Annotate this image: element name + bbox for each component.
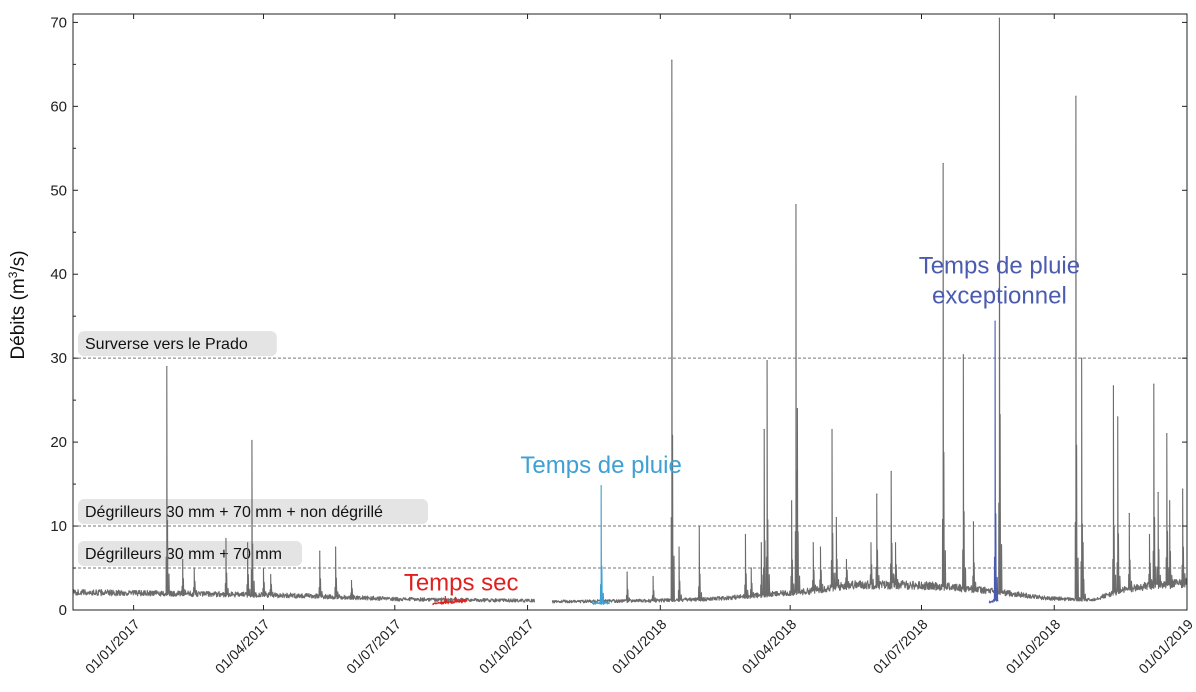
peak-point xyxy=(890,470,892,473)
peak-point xyxy=(1117,416,1119,418)
peak-point xyxy=(1153,383,1155,385)
peak-point xyxy=(760,542,762,544)
peak-point xyxy=(270,574,272,576)
annotation-label: Temps de pluie xyxy=(520,452,681,479)
peak-point xyxy=(876,493,878,495)
peak-point xyxy=(247,542,249,544)
peak-point xyxy=(870,542,872,544)
peak-point xyxy=(819,546,822,548)
threshold-label-box xyxy=(78,499,428,525)
peak-point xyxy=(942,162,944,165)
y-tick-label: 0 xyxy=(59,602,67,619)
peak-point xyxy=(994,320,996,322)
y-axis-label: Débits (m3/s) xyxy=(6,250,29,359)
peak-point xyxy=(791,500,793,502)
peak-point xyxy=(1112,385,1115,387)
x-tick-label: 01/01/2018 xyxy=(609,616,670,677)
x-tick-label: 01/07/2018 xyxy=(870,616,931,677)
series-line xyxy=(72,366,536,603)
threshold-label: Dégrilleurs 30 mm + 70 mm xyxy=(85,546,282,563)
series-line xyxy=(432,596,468,606)
annotations: Temps sec Temps de pluie Temps de pluie exc… xyxy=(404,253,1080,597)
y-tick-label: 20 xyxy=(50,434,67,451)
y-tick-label: 70 xyxy=(50,14,67,31)
peak-point xyxy=(225,538,227,540)
peak-point xyxy=(972,521,975,523)
plot-frame xyxy=(72,13,1188,611)
peak-point xyxy=(1148,533,1151,536)
peak-point xyxy=(1182,488,1184,490)
peak-point xyxy=(744,533,747,536)
peak-point xyxy=(319,550,321,552)
threshold-lines: Surverse vers le Prado Dégrilleurs 30 mm … xyxy=(73,331,1187,569)
annotation-label: Temps sec xyxy=(404,570,519,597)
peak-point xyxy=(1075,95,1077,97)
x-tick-label: 01/01/2019 xyxy=(1135,616,1196,677)
peak-point xyxy=(262,567,265,569)
peak-point xyxy=(766,360,768,362)
y-tick-label: 40 xyxy=(50,266,67,283)
peak-point xyxy=(454,596,456,599)
peak-point xyxy=(678,546,680,548)
threshold-label: Dégrilleurs 30 mm + 70 mm + non dégrillé xyxy=(85,504,383,521)
peak-point xyxy=(796,407,798,410)
flow-series-2 xyxy=(591,485,611,605)
peak-point xyxy=(350,580,353,582)
peak-point xyxy=(600,485,602,487)
peak-point xyxy=(251,439,253,442)
threshold-label: Surverse vers le Prado xyxy=(85,336,248,353)
peak-point xyxy=(626,571,628,573)
peak-point xyxy=(1081,357,1083,359)
peak-point xyxy=(698,525,700,527)
annotation-label: Temps de pluie xyxy=(919,253,1080,280)
y-tick-label: 10 xyxy=(50,518,67,535)
peak-point xyxy=(894,542,897,544)
peak-point xyxy=(1169,500,1171,502)
peak-point xyxy=(193,567,195,569)
peak-point xyxy=(998,17,1001,19)
peak-point xyxy=(166,365,168,368)
peak-point xyxy=(962,354,964,356)
peak-point xyxy=(750,567,752,569)
series-line xyxy=(988,320,999,604)
y-tick-label: 30 xyxy=(50,350,67,367)
peak-point xyxy=(671,59,673,61)
x-tick-label: 01/10/2017 xyxy=(476,616,537,677)
flow-series-1 xyxy=(432,595,468,606)
x-tick-label: 01/10/2018 xyxy=(1003,616,1064,677)
peak-point xyxy=(845,559,848,561)
flow-series xyxy=(72,17,1188,606)
peak-point xyxy=(1166,433,1168,435)
peak-point xyxy=(1157,491,1159,494)
annotation-label: exceptionnel xyxy=(932,283,1067,310)
x-tick-label: 01/04/2017 xyxy=(212,616,273,677)
peak-point xyxy=(1082,542,1084,544)
y-tick-label: 50 xyxy=(50,182,67,199)
x-tick-label: 01/01/2017 xyxy=(82,616,143,677)
peak-point xyxy=(652,575,654,578)
peak-point xyxy=(812,542,814,544)
threshold-label-box xyxy=(78,331,277,357)
x-tick-label: 01/07/2017 xyxy=(343,616,404,677)
series-line xyxy=(551,17,1188,604)
peak-point xyxy=(1128,512,1130,515)
peak-point xyxy=(831,428,833,431)
y-tick-label: 60 xyxy=(50,98,67,115)
peak-point xyxy=(444,595,446,598)
x-tick-label: 01/04/2018 xyxy=(738,616,799,677)
series-line xyxy=(591,485,611,605)
flow-series-3 xyxy=(988,320,999,604)
peak-point xyxy=(835,517,837,519)
peak-point xyxy=(182,559,184,561)
threshold-label-box xyxy=(78,541,302,567)
peak-point xyxy=(763,428,765,431)
peak-point xyxy=(335,546,337,548)
peak-point xyxy=(795,203,797,206)
